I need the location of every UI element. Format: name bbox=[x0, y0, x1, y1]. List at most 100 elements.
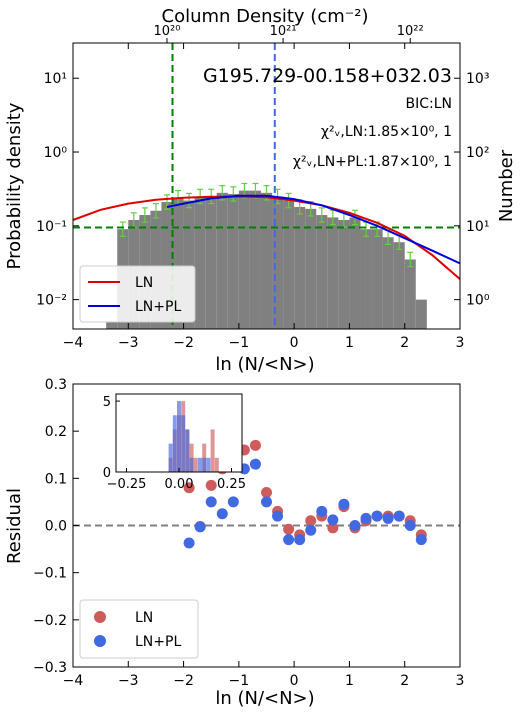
inset-bar-ln-pl bbox=[181, 415, 186, 472]
residual-x-tick-label: 0 bbox=[290, 673, 299, 689]
pdf-y-ticks-right: 10⁰ 10¹ 10² 10³ bbox=[454, 71, 490, 309]
reference-lines bbox=[73, 43, 460, 329]
residual-x-tick-label: −1 bbox=[229, 673, 250, 689]
residual-point-ln-pl bbox=[261, 496, 272, 508]
annotation-bic: BIC:LN bbox=[406, 96, 453, 112]
inset-bar-ln-pl bbox=[185, 429, 190, 472]
inset-x-tick-label: 0.25 bbox=[217, 477, 246, 492]
top-ticks: 10²⁰ 10²¹ 10²² bbox=[154, 24, 424, 43]
residual-point-ln-pl bbox=[183, 537, 195, 549]
hist-bar bbox=[371, 229, 383, 329]
y-tick-label: 10⁰ bbox=[44, 145, 68, 161]
residual-point-ln-pl bbox=[316, 505, 328, 517]
residual-x-axis-label: ln (N/<N>) bbox=[215, 688, 314, 709]
y-tick-label-right: 10¹ bbox=[466, 219, 489, 235]
y-tick-label: 10⁻² bbox=[36, 293, 67, 309]
pdf-title: G195.729-00.158+032.03 bbox=[203, 65, 452, 87]
hist-bar bbox=[404, 259, 416, 329]
inset-bar-ln-pl bbox=[172, 415, 177, 472]
residual-point-ln bbox=[183, 482, 195, 494]
residual-point-ln-pl bbox=[360, 512, 372, 524]
inset-bar-ln-pl bbox=[177, 401, 181, 472]
residual-point-ln-pl bbox=[272, 510, 284, 522]
residual-y-tick-label: −0.2 bbox=[33, 613, 67, 629]
inset-bar-ln-pl bbox=[168, 443, 173, 472]
residual-y-tick-label: −0.3 bbox=[33, 660, 67, 676]
top-tick-label: 10²² bbox=[397, 24, 424, 39]
residual-points bbox=[183, 439, 427, 549]
hist-bar bbox=[415, 299, 427, 329]
hist-bar bbox=[238, 190, 250, 329]
hist-bar bbox=[294, 206, 306, 329]
legend-ln-label: LN bbox=[135, 275, 153, 291]
pdf-panel: Column Density (cm⁻²) 10²⁰ 10²¹ 10²² −4 −3−… bbox=[4, 6, 517, 375]
legend-ln-marker bbox=[94, 611, 106, 623]
residual-point-ln-pl bbox=[205, 496, 217, 508]
residual-x-tick-label: 1 bbox=[345, 673, 354, 689]
residual-point-ln-pl bbox=[415, 534, 427, 546]
residual-x-ticks: −4 −3 −2 −1 0 1 2 3 bbox=[63, 661, 464, 689]
hist-bar bbox=[183, 200, 195, 329]
legend-res-lnpl-label: LN+PL bbox=[135, 634, 181, 650]
hist-bar bbox=[216, 192, 228, 329]
residual-point-ln-pl bbox=[305, 524, 317, 536]
residual-point-ln-pl bbox=[216, 508, 228, 520]
pdf-x-ticks: −4 −3 −2 −1 0 1 2 3 bbox=[63, 43, 465, 351]
pdf-x-axis-label: ln (N/<N>) bbox=[215, 354, 314, 375]
y-tick-label: 10¹ bbox=[44, 71, 67, 87]
x-tick-label: −2 bbox=[173, 335, 194, 351]
y-tick-label-right: 10⁰ bbox=[466, 293, 490, 309]
residual-point-ln bbox=[249, 439, 261, 451]
x-tick-label: 2 bbox=[400, 335, 409, 351]
x-tick-label: 3 bbox=[456, 335, 465, 351]
y-tick-label: 10⁻¹ bbox=[36, 219, 67, 235]
hist-bar bbox=[106, 321, 118, 329]
x-tick-label: −3 bbox=[118, 335, 139, 351]
residual-panel: −4 −3 −2 −1 0 1 2 3 −0.3 −0.2 −0.1 0.0 0.1 0.2 0.3 −0… bbox=[4, 377, 464, 709]
hist-bar bbox=[260, 192, 273, 329]
inset-x-tick-label: −0.25 bbox=[107, 477, 147, 492]
hist-bar bbox=[249, 190, 261, 329]
x-tick-label: −4 bbox=[63, 335, 84, 351]
inset-bar-ln-pl bbox=[206, 457, 211, 472]
hist-bar bbox=[338, 219, 350, 329]
hist-bar bbox=[172, 197, 184, 329]
residual-y-ticks: −0.3 −0.2 −0.1 0.0 0.1 0.2 0.3 bbox=[33, 377, 79, 676]
residual-point-ln bbox=[283, 523, 295, 535]
x-tick-label: 0 bbox=[290, 335, 299, 351]
inset-x-tick-label: 0.00 bbox=[165, 477, 194, 492]
residual-point-ln-pl bbox=[349, 520, 361, 531]
residual-x-tick-label: −3 bbox=[118, 673, 139, 689]
residual-legend: LN LN+PL bbox=[79, 599, 199, 659]
inset-bar-ln bbox=[210, 429, 215, 472]
inset-y-tick-label: 0 bbox=[103, 466, 111, 481]
residual-point-ln bbox=[261, 486, 272, 498]
pdf-legend: LN LN+PL bbox=[79, 265, 196, 323]
residual-y-tick-label: 0.1 bbox=[45, 471, 67, 487]
inset-ticks: −0.25 0.00 0.25 0 5 bbox=[103, 395, 246, 492]
pdf-plot-frame bbox=[72, 42, 461, 330]
residual-point-ln-pl bbox=[227, 496, 239, 508]
hist-bar bbox=[227, 193, 239, 329]
y-tick-label-right: 10³ bbox=[466, 71, 489, 87]
residual-point-ln bbox=[305, 515, 317, 527]
hist-bar bbox=[360, 229, 372, 329]
hist-bar bbox=[194, 196, 206, 329]
hist-bar bbox=[272, 196, 284, 329]
pdf-y-ticks-left: 10⁻² 10⁻¹ 10⁰ 10¹ bbox=[36, 71, 79, 309]
residual-point-ln-pl bbox=[327, 514, 339, 526]
hist-bar bbox=[205, 196, 217, 329]
x-tick-label: −1 bbox=[229, 335, 250, 351]
residual-y-tick-label: 0.2 bbox=[45, 424, 67, 440]
inset-bar-ln-pl bbox=[198, 457, 202, 472]
pdf-y-axis-label-right: Number bbox=[496, 149, 517, 222]
residual-point-ln-pl bbox=[194, 521, 206, 533]
fit-curves bbox=[72, 194, 461, 280]
inset-y-tick-label: 5 bbox=[103, 395, 111, 410]
inset-bar-ln bbox=[214, 457, 219, 472]
residual-x-tick-label: −2 bbox=[173, 673, 194, 689]
residual-y-tick-label: 0.3 bbox=[45, 377, 67, 393]
top-tick-label: 10²¹ bbox=[270, 24, 297, 39]
inset-bars bbox=[168, 401, 219, 472]
